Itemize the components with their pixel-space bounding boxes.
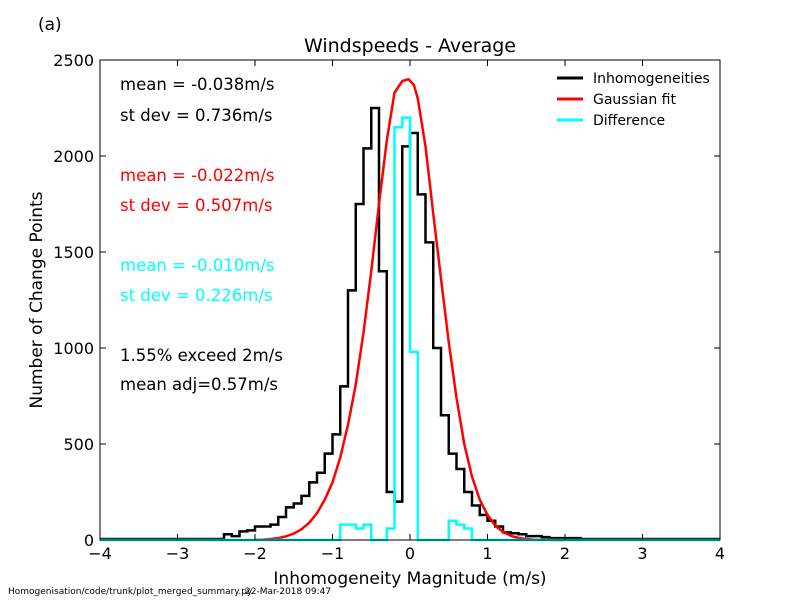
y-tick-label: 500 <box>63 435 94 454</box>
x-tick-label: 3 <box>637 544 647 563</box>
stats-annotations: mean = -0.038m/s st dev = 0.736m/s mean = … <box>120 75 283 394</box>
y-tick-label: 2000 <box>53 147 94 166</box>
stat-annotation: st dev = 0.736m/s <box>120 106 272 125</box>
stat-annotation: st dev = 0.507m/s <box>120 196 272 215</box>
y-axis-label: Number of Change Points <box>27 191 47 408</box>
x-tick-label: −1 <box>321 544 345 563</box>
series-inhomogeneities-line <box>100 106 720 541</box>
legend-label: Gaussian fit <box>593 92 676 108</box>
x-tick-label: −2 <box>243 544 267 563</box>
legend-label: Inhomogeneities <box>593 71 710 87</box>
x-axis-label: Inhomogeneity Magnitude (m/s) <box>273 569 546 589</box>
x-tick-label: −4 <box>88 544 112 563</box>
ticks-layer: −4 −3 −2 −1 0 1 2 3 4 0 500 1000 1500 2000 2500 <box>53 51 725 563</box>
stat-annotation: mean = -0.022m/s <box>120 166 275 185</box>
panel-label: (a) <box>38 15 62 35</box>
series-gaussian-fit-line <box>254 77 565 542</box>
footer-timestamp: 22-Mar-2018 09:47 <box>245 587 331 597</box>
x-tick-label: 4 <box>715 544 725 563</box>
y-tick-label: 0 <box>84 531 94 550</box>
legend-label: Difference <box>593 113 665 129</box>
y-tick-label: 1500 <box>53 243 94 262</box>
stat-annotation: mean = -0.010m/s <box>120 256 275 275</box>
footer-path: Homogenisation/code/trunk/plot_merged_su… <box>8 587 253 597</box>
y-tick-label: 2500 <box>53 51 94 70</box>
stat-annotation: mean = -0.038m/s <box>120 75 275 94</box>
chart-title: Windspeeds - Average <box>304 35 516 57</box>
x-tick-label: −3 <box>166 544 190 563</box>
y-tick-label: 1000 <box>53 339 94 358</box>
stat-annotation: st dev = 0.226m/s <box>120 286 272 305</box>
x-tick-label: 1 <box>482 544 492 563</box>
x-tick-label: 2 <box>560 544 570 563</box>
series-layer <box>100 77 720 542</box>
stat-annotation: mean adj=0.57m/s <box>120 375 278 394</box>
stat-annotation: 1.55% exceed 2m/s <box>120 346 283 365</box>
x-tick-label: 0 <box>405 544 415 563</box>
legend: Inhomogeneities Gaussian fit Difference <box>557 71 710 129</box>
